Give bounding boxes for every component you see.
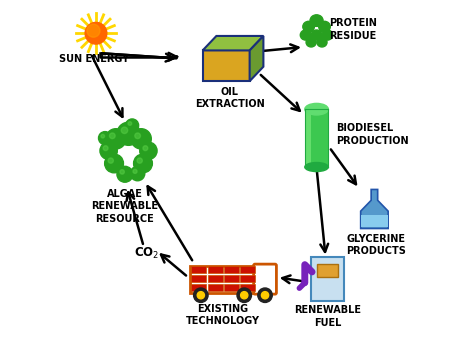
- Polygon shape: [250, 36, 264, 81]
- Circle shape: [120, 170, 124, 174]
- Text: EXISTING
TECHNOLOGY: EXISTING TECHNOLOGY: [185, 303, 260, 326]
- Circle shape: [241, 291, 248, 299]
- FancyBboxPatch shape: [305, 109, 310, 167]
- Text: RENEWABLE
FUEL: RENEWABLE FUEL: [294, 305, 361, 328]
- Ellipse shape: [317, 38, 327, 47]
- Text: ALGAE
RENEWABLE
RESOURCE: ALGAE RENEWABLE RESOURCE: [91, 189, 158, 224]
- Circle shape: [135, 133, 140, 139]
- Ellipse shape: [319, 21, 330, 32]
- FancyBboxPatch shape: [191, 266, 206, 273]
- Circle shape: [134, 154, 152, 173]
- FancyBboxPatch shape: [317, 264, 337, 277]
- Ellipse shape: [311, 30, 322, 40]
- Circle shape: [101, 134, 105, 138]
- FancyBboxPatch shape: [305, 109, 328, 167]
- Text: BIODIESEL
PRODUCTION: BIODIESEL PRODUCTION: [337, 123, 409, 146]
- Circle shape: [121, 127, 128, 134]
- Circle shape: [105, 154, 123, 173]
- Ellipse shape: [303, 21, 314, 32]
- Circle shape: [106, 129, 126, 149]
- Ellipse shape: [301, 30, 311, 40]
- Circle shape: [128, 122, 132, 125]
- FancyBboxPatch shape: [224, 276, 239, 282]
- Circle shape: [117, 122, 140, 145]
- FancyBboxPatch shape: [208, 266, 222, 273]
- FancyBboxPatch shape: [240, 276, 255, 282]
- Circle shape: [85, 23, 107, 44]
- Circle shape: [103, 146, 108, 151]
- Circle shape: [143, 146, 148, 151]
- Circle shape: [197, 291, 204, 299]
- Circle shape: [117, 166, 133, 182]
- Circle shape: [87, 24, 100, 37]
- Circle shape: [137, 158, 142, 163]
- Ellipse shape: [322, 30, 333, 40]
- Text: PROTEIN
RESIDUE: PROTEIN RESIDUE: [329, 19, 377, 41]
- FancyBboxPatch shape: [311, 257, 344, 301]
- Circle shape: [99, 132, 111, 144]
- Polygon shape: [361, 215, 388, 228]
- Circle shape: [109, 133, 115, 139]
- FancyBboxPatch shape: [240, 284, 255, 291]
- Ellipse shape: [305, 103, 328, 115]
- Text: CO$_2$: CO$_2$: [134, 246, 159, 261]
- Polygon shape: [361, 189, 388, 229]
- FancyBboxPatch shape: [240, 266, 255, 273]
- FancyBboxPatch shape: [191, 284, 206, 291]
- Circle shape: [140, 142, 157, 159]
- Text: OIL
EXTRACTION: OIL EXTRACTION: [195, 87, 264, 109]
- Circle shape: [133, 170, 137, 174]
- FancyBboxPatch shape: [224, 266, 239, 273]
- Text: SUN ENERGY: SUN ENERGY: [59, 54, 129, 64]
- FancyBboxPatch shape: [191, 276, 206, 282]
- Circle shape: [258, 288, 272, 302]
- FancyBboxPatch shape: [254, 264, 276, 294]
- Circle shape: [108, 158, 113, 163]
- Ellipse shape: [310, 15, 323, 26]
- Circle shape: [131, 129, 151, 149]
- Polygon shape: [203, 50, 250, 81]
- Ellipse shape: [305, 163, 328, 172]
- Circle shape: [130, 166, 145, 181]
- FancyBboxPatch shape: [190, 266, 255, 293]
- Circle shape: [261, 291, 269, 299]
- FancyBboxPatch shape: [224, 284, 239, 291]
- Circle shape: [237, 288, 252, 302]
- Circle shape: [126, 119, 138, 132]
- FancyBboxPatch shape: [208, 284, 222, 291]
- Circle shape: [100, 142, 117, 159]
- FancyBboxPatch shape: [208, 276, 222, 282]
- Ellipse shape: [306, 38, 316, 47]
- Circle shape: [193, 288, 208, 302]
- Polygon shape: [203, 36, 264, 50]
- Text: GLYCERINE
PRODUCTS: GLYCERINE PRODUCTS: [346, 234, 406, 256]
